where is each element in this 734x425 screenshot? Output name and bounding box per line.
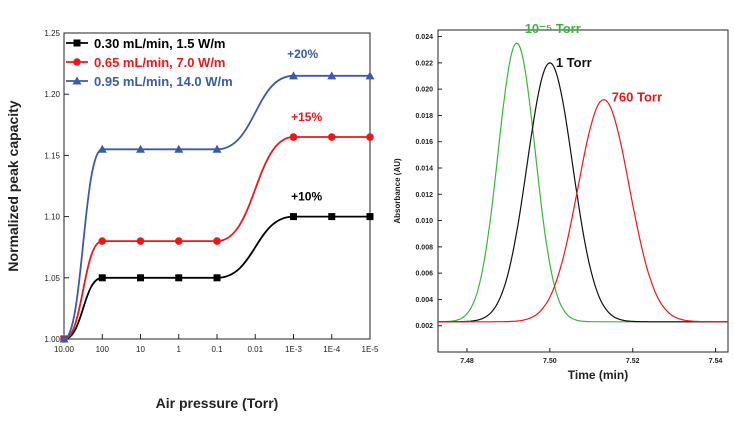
x-tick-label: 10 bbox=[136, 345, 145, 354]
left-series: +10% +15% +20% bbox=[59, 47, 375, 343]
right-x-ticks: 7.48 7.50 7.52 7.54 bbox=[460, 348, 722, 365]
data-point-0-95-ml-min-14-0-w-m bbox=[365, 71, 375, 80]
y-tick-label: 0.004 bbox=[415, 297, 433, 304]
legend-marker-0-30-ml-min-1-5-w-m bbox=[73, 39, 81, 47]
data-point-0-95-ml-min-14-0-w-m bbox=[212, 144, 222, 153]
series-line-0-95-ml-min-14-0-w-m bbox=[63, 74, 370, 340]
y-tick-label: 1.15 bbox=[44, 151, 60, 160]
legend-marker-0-65-ml-min-7-0-w-m bbox=[73, 58, 81, 66]
y-tick-label: 0.002 bbox=[415, 323, 433, 330]
legend-label-0-95-ml-min-14-0-w-m: 0.95 mL/min, 14.0 W/m bbox=[94, 74, 233, 89]
data-point-0-30-ml-min-1-5-w-m bbox=[213, 274, 221, 282]
annotation-0-65-ml-min-7-0-w-m: +15% bbox=[291, 110, 322, 124]
x-tick-label: 0.01 bbox=[247, 345, 263, 354]
data-point-0-65-ml-min-7-0-w-m bbox=[174, 237, 183, 245]
data-point-0-30-ml-min-1-5-w-m bbox=[137, 274, 144, 282]
y-tick-label: 0.014 bbox=[415, 166, 433, 173]
y-tick-label: 1.20 bbox=[44, 90, 60, 99]
y-tick-label: 0.012 bbox=[415, 192, 433, 199]
y-tick-label: 0.018 bbox=[415, 113, 433, 120]
right-x-axis-label: Time (min) bbox=[568, 368, 628, 382]
y-tick-label: 0.006 bbox=[415, 271, 433, 278]
data-point-0-65-ml-min-7-0-w-m bbox=[289, 133, 298, 141]
x-tick-label: 1E-4 bbox=[323, 345, 340, 354]
right-y-ticks: 0.002 0.004 0.006 0.008 0.010 0.012 0.014 0.016… bbox=[415, 34, 442, 330]
y-tick-label: 1.10 bbox=[44, 213, 60, 222]
x-tick-label: 100 bbox=[96, 345, 110, 354]
peak-curve-1-torr bbox=[438, 62, 728, 323]
right-plot-frame bbox=[437, 29, 729, 353]
y-tick-label: 0.024 bbox=[415, 34, 433, 41]
x-tick-label: 1E-5 bbox=[362, 345, 379, 354]
data-point-0-65-ml-min-7-0-w-m bbox=[98, 237, 107, 245]
peak-curve-10-torr bbox=[438, 42, 728, 323]
data-point-0-30-ml-min-1-5-w-m bbox=[328, 213, 336, 221]
x-tick-label: 1 bbox=[177, 345, 182, 354]
x-tick-label: 7.50 bbox=[543, 358, 557, 365]
legend-marker-0-95-ml-min-14-0-w-m bbox=[72, 76, 82, 85]
left-chart: 1.00 1.05 1.10 1.15 1.20 1.25 10.00 100 10 1 0.1 0… bbox=[5, 29, 379, 411]
data-point-0-95-ml-min-14-0-w-m bbox=[289, 71, 298, 80]
y-tick-label: 0.016 bbox=[415, 139, 433, 146]
data-point-0-30-ml-min-1-5-w-m bbox=[175, 274, 183, 282]
x-tick-label: 7.52 bbox=[626, 358, 640, 365]
data-point-0-65-ml-min-7-0-w-m bbox=[366, 133, 374, 141]
annotation-0-95-ml-min-14-0-w-m: +20% bbox=[287, 47, 318, 61]
annotation-0-30-ml-min-1-5-w-m: +10% bbox=[291, 190, 322, 204]
peak-label-10-torr: 10⁻⁵ Torr bbox=[525, 21, 581, 36]
left-x-axis-label: Air pressure (Torr) bbox=[156, 395, 279, 411]
left-y-ticks: 1.00 1.05 1.10 1.15 1.20 1.25 bbox=[44, 29, 69, 344]
x-tick-label: 10.00 bbox=[54, 345, 75, 354]
left-legend: 0.30 mL/min, 1.5 W/m 0.65 mL/min, 7.0 W/m… bbox=[66, 36, 233, 89]
peak-label-760-torr: 760 Torr bbox=[612, 90, 662, 105]
data-point-0-95-ml-min-14-0-w-m bbox=[174, 144, 184, 153]
data-point-0-95-ml-min-14-0-w-m bbox=[59, 334, 69, 343]
right-chart: 0.002 0.004 0.006 0.008 0.010 0.012 0.014 0.016… bbox=[393, 21, 729, 382]
data-point-0-95-ml-min-14-0-w-m bbox=[136, 144, 145, 153]
x-tick-label: 1E-3 bbox=[285, 345, 302, 354]
peak-curve-760-torr bbox=[438, 99, 728, 323]
x-tick-label: 0.1 bbox=[211, 345, 223, 354]
right-y-axis-label: Absorbance (AU) bbox=[393, 158, 402, 224]
peak-label-1-torr: 1 Torr bbox=[556, 55, 592, 70]
legend-label-0-65-ml-min-7-0-w-m: 0.65 mL/min, 7.0 W/m bbox=[94, 55, 226, 70]
data-point-0-30-ml-min-1-5-w-m bbox=[98, 274, 106, 282]
left-x-ticks: 10.00 100 10 1 0.1 0.01 1E-3 1E-4 1E-5 bbox=[54, 334, 379, 354]
data-point-0-65-ml-min-7-0-w-m bbox=[327, 133, 336, 141]
data-point-0-65-ml-min-7-0-w-m bbox=[136, 237, 145, 245]
y-tick-label: 0.022 bbox=[415, 60, 433, 67]
left-y-axis-label: Normalized peak capacity bbox=[5, 100, 21, 271]
legend-label-0-30-ml-min-1-5-w-m: 0.30 mL/min, 1.5 W/m bbox=[94, 36, 226, 51]
x-tick-label: 7.54 bbox=[709, 358, 723, 365]
y-tick-label: 0.010 bbox=[415, 218, 433, 225]
y-tick-label: 1.25 bbox=[44, 29, 60, 38]
x-tick-label: 7.48 bbox=[460, 358, 474, 365]
y-tick-label: 0.020 bbox=[415, 87, 433, 94]
data-point-0-30-ml-min-1-5-w-m bbox=[290, 213, 297, 221]
data-point-0-30-ml-min-1-5-w-m bbox=[366, 213, 374, 221]
data-point-0-95-ml-min-14-0-w-m bbox=[97, 144, 107, 153]
right-series bbox=[438, 42, 728, 323]
right-peak-labels: 10⁻⁵ Torr 1 Torr 760 Torr bbox=[525, 21, 662, 105]
data-point-0-95-ml-min-14-0-w-m bbox=[327, 71, 337, 80]
y-tick-label: 0.008 bbox=[415, 244, 433, 251]
data-point-0-65-ml-min-7-0-w-m bbox=[213, 237, 221, 245]
y-tick-label: 1.05 bbox=[44, 274, 60, 283]
y-tick-label: 1.00 bbox=[44, 335, 60, 344]
